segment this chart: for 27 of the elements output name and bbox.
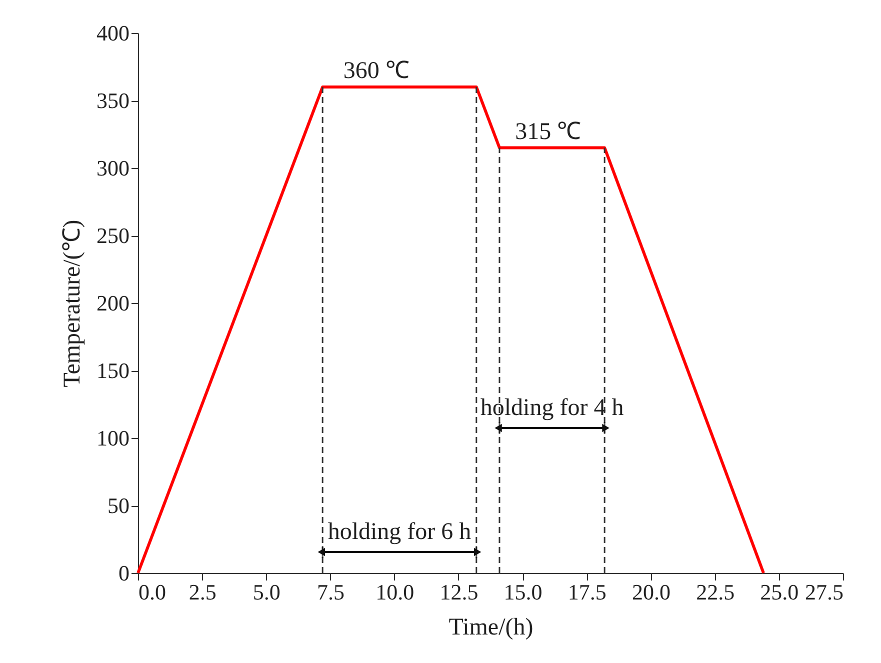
y-axis-title: Temperature/(℃) <box>60 220 86 388</box>
x-tick-label: 10.0 <box>376 580 414 604</box>
annotation: 315 ℃ <box>515 118 582 145</box>
y-tick-label: 200 <box>96 290 130 316</box>
x-tick-label: 25.0 <box>760 580 799 604</box>
x-tick-label: 20.0 <box>632 580 670 604</box>
annotation: holding for 6 h <box>328 519 472 545</box>
x-tick-label: 0.0 <box>138 580 166 604</box>
x-tick-label: 27.5 <box>805 580 844 604</box>
y-tick-label: 400 <box>96 20 130 46</box>
x-tick-label: 2.5 <box>188 580 216 604</box>
x-axis-title: Time/(h) <box>448 614 534 640</box>
x-tick-label: 12.5 <box>440 580 478 604</box>
x-tick-label: 5.0 <box>252 580 280 604</box>
y-tick-label: 250 <box>96 223 130 248</box>
y-tick-label: 100 <box>96 426 130 450</box>
x-tick-label: 15.0 <box>504 580 542 604</box>
y-tick-label: 350 <box>96 88 130 113</box>
y-tick-label: 0 <box>118 560 130 586</box>
y-tick-label: 150 <box>96 358 130 383</box>
annotation: holding for 4 h <box>480 395 624 421</box>
annotation: 360 ℃ <box>343 58 410 84</box>
x-tick-label: 22.5 <box>696 580 735 604</box>
y-tick-label: 50 <box>108 493 130 518</box>
y-tick-label: 300 <box>96 156 130 180</box>
x-tick-label: 7.5 <box>317 580 345 604</box>
x-tick-label: 17.5 <box>568 580 606 604</box>
